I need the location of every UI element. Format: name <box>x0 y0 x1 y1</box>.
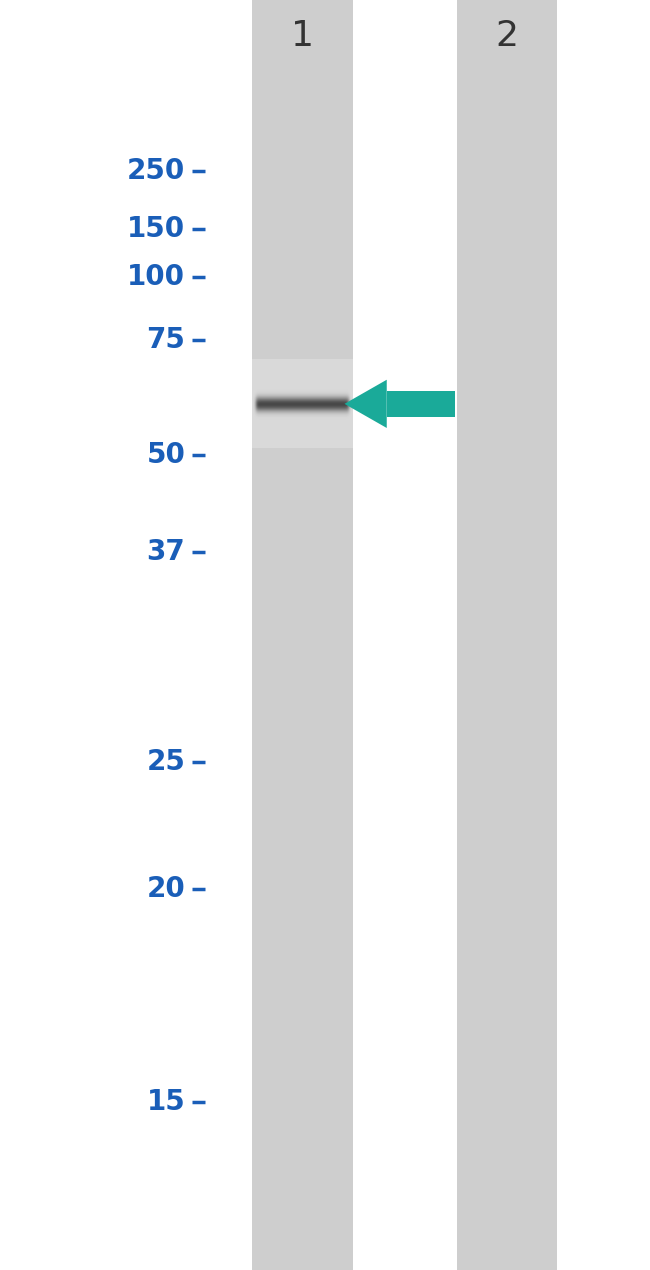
Bar <box>252 0 352 1270</box>
Polygon shape <box>344 380 387 428</box>
Text: 75: 75 <box>146 326 185 354</box>
Bar <box>456 0 558 1270</box>
Text: 100: 100 <box>127 263 185 291</box>
Text: 15: 15 <box>146 1088 185 1116</box>
Text: 2: 2 <box>495 19 519 52</box>
Bar <box>387 391 455 417</box>
Text: 50: 50 <box>146 441 185 469</box>
Text: 20: 20 <box>146 875 185 903</box>
Text: 150: 150 <box>127 215 185 243</box>
Text: 1: 1 <box>291 19 314 52</box>
Text: 250: 250 <box>127 157 185 185</box>
Text: 25: 25 <box>146 748 185 776</box>
Text: 37: 37 <box>146 538 185 566</box>
